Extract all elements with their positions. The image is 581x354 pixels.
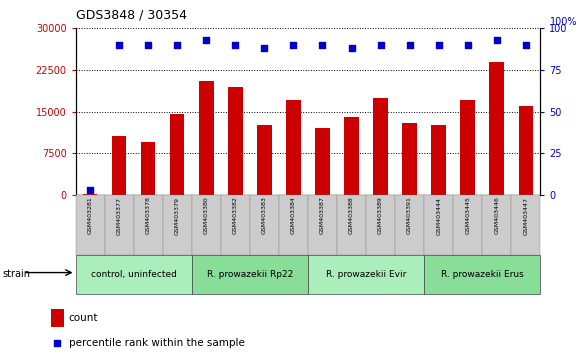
Bar	[83, 194, 98, 195]
Point	[114, 42, 124, 48]
Text: GSM403377: GSM403377	[117, 196, 121, 234]
Text: GSM403378: GSM403378	[146, 196, 150, 234]
Bar	[257, 125, 272, 195]
Point	[492, 37, 501, 43]
Text: R. prowazekii Erus: R. prowazekii Erus	[441, 270, 523, 279]
Text: GSM403446: GSM403446	[494, 196, 499, 234]
Text: control, uninfected: control, uninfected	[91, 270, 177, 279]
Text: GSM403444: GSM403444	[436, 196, 441, 234]
Bar	[403, 122, 417, 195]
Text: percentile rank within the sample: percentile rank within the sample	[69, 338, 245, 348]
Point	[463, 42, 472, 48]
Text: GSM403379: GSM403379	[175, 196, 180, 234]
Bar	[112, 137, 127, 195]
Bar	[490, 62, 504, 195]
Text: GSM403391: GSM403391	[407, 196, 412, 234]
Bar	[395, 195, 424, 255]
Point	[289, 42, 298, 48]
Bar	[482, 195, 511, 255]
Bar	[52, 309, 64, 327]
Bar	[163, 195, 192, 255]
Text: GSM403388: GSM403388	[349, 196, 354, 234]
Point	[405, 42, 414, 48]
Bar	[141, 142, 156, 195]
Text: GSM403383: GSM403383	[262, 196, 267, 234]
Text: GSM403281: GSM403281	[88, 196, 92, 234]
Bar	[453, 195, 482, 255]
Bar	[511, 195, 540, 255]
Bar	[279, 195, 308, 255]
Text: GSM403445: GSM403445	[465, 196, 470, 234]
Point	[434, 42, 443, 48]
Text: GSM403387: GSM403387	[320, 196, 325, 234]
Bar	[519, 106, 533, 195]
Bar	[374, 98, 388, 195]
Point	[173, 42, 182, 48]
Point	[388, 227, 397, 233]
Bar	[170, 114, 185, 195]
Text: GSM403447: GSM403447	[523, 196, 528, 234]
Text: strain: strain	[3, 269, 31, 279]
Bar	[308, 195, 337, 255]
Text: GSM403380: GSM403380	[204, 196, 209, 234]
Bar	[192, 255, 308, 294]
Bar	[431, 125, 446, 195]
Text: GSM403384: GSM403384	[291, 196, 296, 234]
Point	[347, 45, 356, 51]
Bar	[228, 86, 243, 195]
Text: GSM403382: GSM403382	[233, 196, 238, 234]
Text: GSM403389: GSM403389	[378, 196, 383, 234]
Bar	[192, 195, 221, 255]
Bar	[337, 195, 366, 255]
Bar	[221, 195, 250, 255]
Text: count: count	[69, 313, 98, 323]
Point	[231, 42, 240, 48]
Bar	[345, 117, 359, 195]
Point	[85, 187, 95, 193]
Bar	[366, 195, 395, 255]
Text: R. prowazekii Rp22: R. prowazekii Rp22	[207, 270, 293, 279]
Bar	[134, 195, 163, 255]
Point	[260, 45, 269, 51]
Point	[144, 42, 153, 48]
Bar	[461, 101, 475, 195]
Text: R. prowazekii Evir: R. prowazekii Evir	[326, 270, 406, 279]
Bar	[250, 195, 279, 255]
Bar	[199, 81, 214, 195]
Point	[521, 42, 530, 48]
Point	[318, 42, 327, 48]
Bar	[76, 255, 192, 294]
Text: 100%: 100%	[550, 17, 577, 27]
Bar	[286, 101, 301, 195]
Bar	[76, 195, 105, 255]
Bar	[424, 255, 540, 294]
Bar	[105, 195, 134, 255]
Point	[202, 37, 211, 43]
Point	[376, 42, 385, 48]
Bar	[424, 195, 453, 255]
Bar	[315, 128, 330, 195]
Text: GDS3848 / 30354: GDS3848 / 30354	[76, 9, 187, 22]
Bar	[308, 255, 424, 294]
